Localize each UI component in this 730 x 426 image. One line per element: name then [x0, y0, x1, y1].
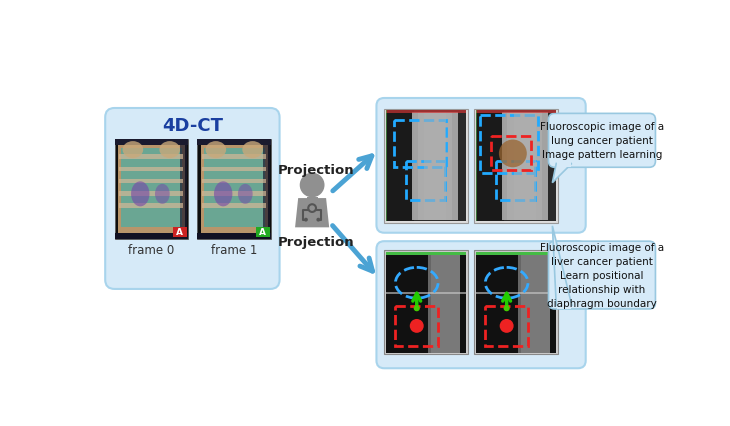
Ellipse shape — [206, 142, 226, 158]
Circle shape — [410, 319, 423, 333]
Bar — [385, 111, 388, 222]
Bar — [476, 111, 504, 222]
Bar — [180, 146, 187, 233]
Bar — [476, 256, 521, 353]
FancyBboxPatch shape — [105, 109, 280, 289]
Bar — [119, 179, 183, 184]
Bar — [423, 112, 446, 220]
Bar — [428, 256, 466, 353]
Bar — [460, 256, 466, 353]
Text: Projection: Projection — [277, 164, 354, 177]
Bar — [197, 139, 271, 239]
Bar — [418, 112, 452, 220]
Text: Projection: Projection — [277, 235, 354, 248]
Bar — [119, 192, 183, 196]
FancyBboxPatch shape — [377, 99, 585, 233]
Bar — [395, 306, 439, 346]
Bar — [119, 204, 183, 209]
Text: Fluoroscopic image of a
liver cancer patient
Learn positional
relationship with
: Fluoroscopic image of a liver cancer pat… — [540, 242, 664, 308]
Bar — [491, 136, 531, 171]
Bar — [476, 111, 556, 222]
Bar — [115, 139, 188, 146]
Ellipse shape — [242, 142, 263, 158]
Circle shape — [499, 319, 514, 333]
Bar — [197, 233, 271, 239]
Bar — [518, 256, 556, 353]
Bar — [255, 227, 269, 237]
Bar — [514, 112, 536, 220]
Bar — [202, 192, 266, 196]
Text: Fluoroscopic image of a
lung cancer patient
Image pattern learning: Fluoroscopic image of a lung cancer pati… — [540, 122, 664, 160]
Bar — [476, 292, 556, 294]
Ellipse shape — [214, 182, 232, 207]
Bar — [502, 112, 548, 220]
Bar — [385, 252, 466, 256]
Circle shape — [499, 140, 527, 168]
Bar — [385, 111, 466, 113]
Bar — [476, 252, 556, 256]
Bar — [550, 256, 556, 353]
Bar — [496, 162, 534, 200]
Text: frame 0: frame 0 — [128, 244, 174, 256]
Bar — [119, 167, 183, 172]
Bar — [384, 109, 468, 223]
Bar — [385, 256, 431, 353]
Text: A: A — [259, 227, 266, 236]
Bar — [385, 111, 414, 222]
Bar — [197, 139, 271, 146]
Bar — [557, 162, 571, 168]
Bar — [412, 112, 458, 220]
FancyBboxPatch shape — [548, 114, 656, 168]
Bar — [476, 111, 477, 222]
Bar — [118, 146, 185, 233]
Bar — [307, 197, 318, 201]
Bar — [115, 139, 188, 239]
Bar — [119, 155, 183, 159]
Bar — [120, 149, 182, 227]
Bar — [202, 155, 266, 159]
Bar — [485, 306, 529, 346]
Bar — [264, 146, 269, 233]
Bar — [480, 115, 539, 173]
Text: 4D-CT: 4D-CT — [162, 117, 223, 135]
Polygon shape — [553, 226, 572, 305]
Circle shape — [504, 305, 510, 311]
Bar — [202, 204, 266, 209]
Bar — [385, 292, 466, 294]
Polygon shape — [295, 199, 329, 228]
Bar — [507, 112, 542, 220]
Text: frame 1: frame 1 — [211, 244, 258, 256]
Ellipse shape — [155, 184, 169, 204]
Circle shape — [304, 218, 308, 222]
Bar — [202, 179, 266, 184]
Bar — [172, 227, 187, 237]
FancyBboxPatch shape — [377, 242, 585, 368]
Bar — [557, 303, 571, 309]
Bar — [393, 121, 446, 167]
FancyBboxPatch shape — [548, 242, 656, 309]
Circle shape — [414, 305, 420, 311]
Circle shape — [316, 218, 320, 222]
Polygon shape — [553, 164, 572, 183]
Bar — [384, 251, 468, 354]
Bar — [204, 149, 265, 227]
Bar — [115, 233, 188, 239]
Bar — [474, 109, 558, 223]
Ellipse shape — [159, 142, 180, 158]
Text: A: A — [176, 227, 183, 236]
Circle shape — [300, 173, 325, 198]
Bar — [201, 146, 268, 233]
Bar — [476, 111, 556, 113]
Bar — [474, 251, 558, 354]
Bar — [385, 111, 466, 222]
Bar — [202, 167, 266, 172]
Bar — [406, 162, 445, 200]
Ellipse shape — [131, 182, 150, 207]
Ellipse shape — [123, 142, 143, 158]
Ellipse shape — [238, 184, 253, 204]
